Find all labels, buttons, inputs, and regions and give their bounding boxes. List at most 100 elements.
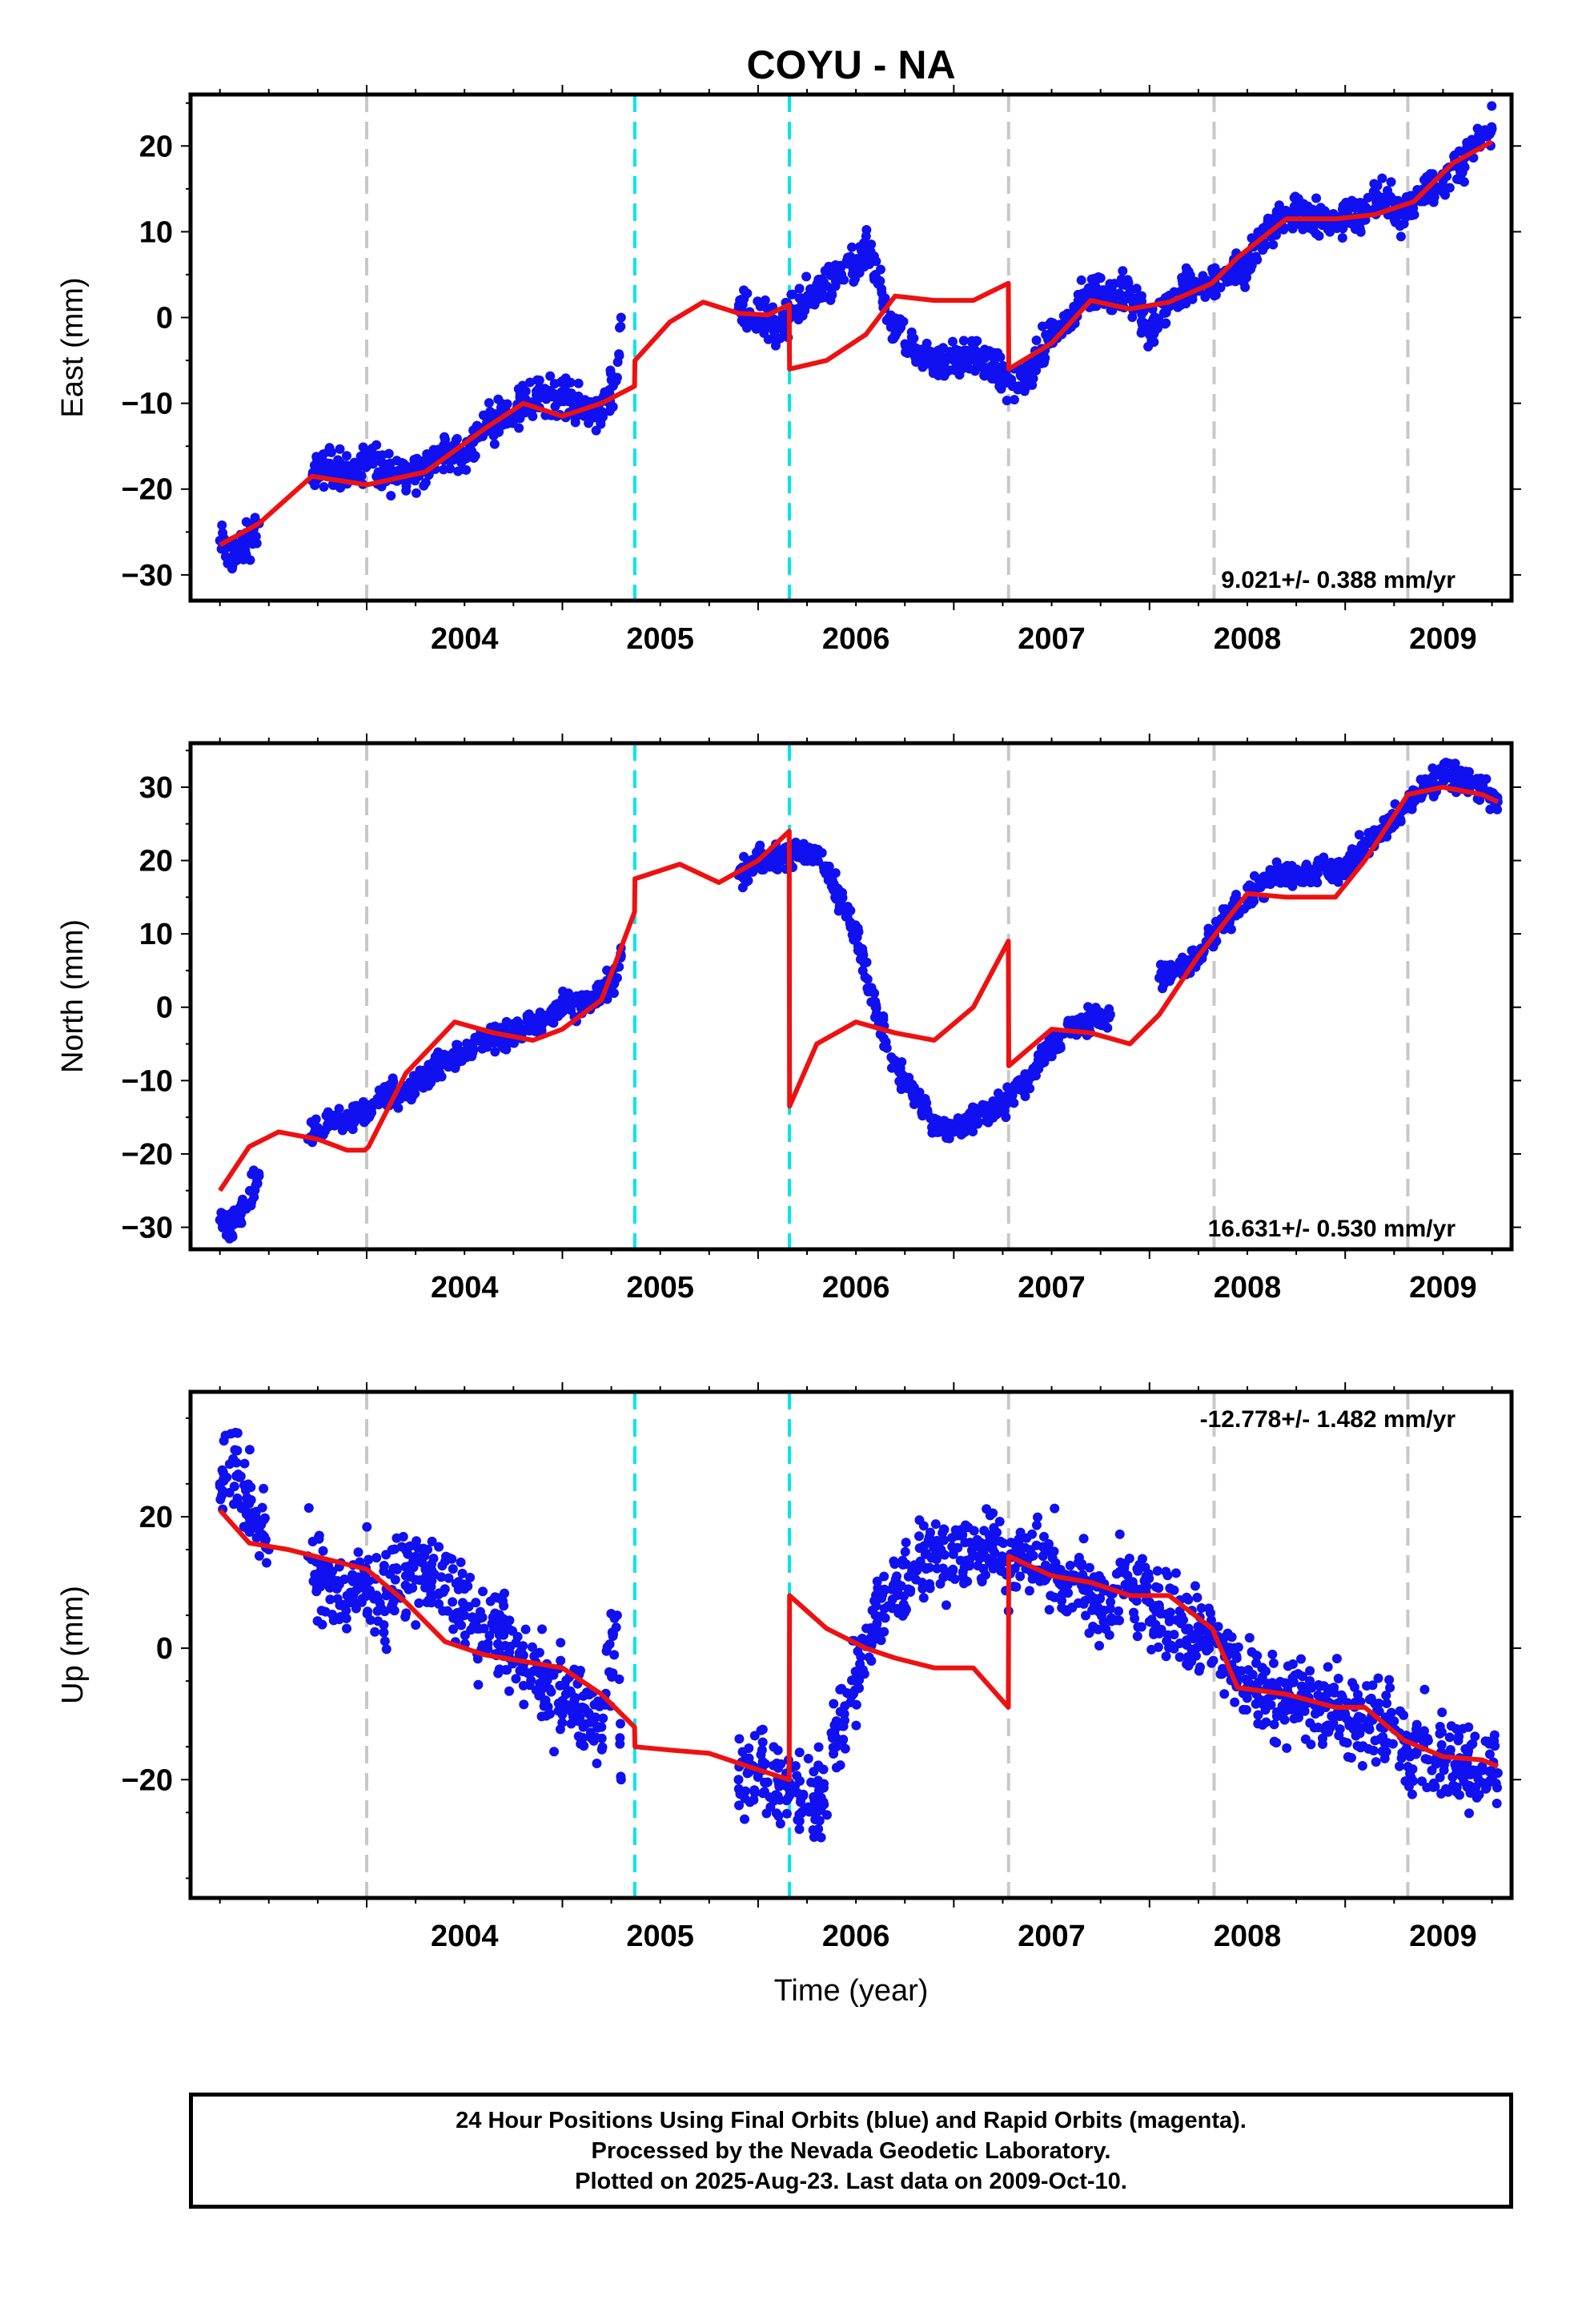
data-point — [1405, 1768, 1415, 1779]
data-point — [401, 1080, 412, 1091]
data-point — [504, 1686, 515, 1696]
data-point — [1439, 1765, 1449, 1775]
data-point — [326, 447, 336, 457]
data-point — [347, 1101, 358, 1112]
data-point — [896, 1068, 906, 1078]
data-point — [328, 1111, 339, 1121]
data-point — [1439, 758, 1449, 769]
data-point — [1177, 272, 1187, 283]
data-point — [499, 1601, 509, 1611]
data-point — [761, 1777, 772, 1787]
data-point — [1106, 1597, 1116, 1607]
data-point — [386, 490, 396, 501]
data-point — [228, 1454, 239, 1464]
data-point — [988, 351, 998, 361]
data-point — [1302, 876, 1312, 887]
y-axis-title: Up (mm) — [56, 1586, 90, 1704]
data-point — [381, 1644, 391, 1655]
data-point — [1141, 1571, 1151, 1582]
data-point — [814, 1815, 825, 1826]
data-point — [1125, 287, 1135, 298]
data-point — [251, 1172, 262, 1182]
data-point — [371, 471, 382, 481]
data-point — [939, 371, 950, 381]
data-point — [1252, 1651, 1263, 1661]
data-point — [1267, 1649, 1278, 1659]
data-point — [1419, 196, 1429, 207]
data-point — [489, 439, 500, 449]
data-point — [558, 1006, 568, 1016]
data-point — [801, 271, 812, 282]
data-point — [779, 320, 789, 331]
data-point — [358, 442, 368, 452]
data-point — [1326, 222, 1336, 232]
data-point — [1373, 1673, 1383, 1683]
data-point — [1243, 261, 1253, 271]
data-point — [1149, 1629, 1159, 1639]
data-point — [1015, 1571, 1026, 1582]
data-point — [444, 1573, 454, 1583]
data-point — [558, 986, 568, 996]
data-point — [998, 360, 1009, 371]
data-point — [244, 1445, 255, 1455]
y-tick-label: 20 — [139, 845, 173, 879]
data-point — [978, 360, 988, 371]
data-point — [780, 1780, 790, 1791]
data-point — [1027, 1529, 1038, 1539]
data-point — [1323, 1727, 1334, 1737]
data-point — [1240, 282, 1251, 292]
data-point — [1111, 1569, 1122, 1579]
data-point — [956, 1124, 966, 1134]
data-point — [871, 1620, 881, 1630]
data-point — [757, 1745, 767, 1755]
data-point — [230, 1445, 240, 1455]
data-point — [911, 344, 921, 354]
data-point — [614, 1674, 624, 1684]
y-tick-label: 30 — [139, 771, 173, 805]
data-point — [392, 1564, 403, 1574]
data-point — [1395, 231, 1406, 242]
x-tick-label: 2004 — [431, 1920, 499, 1953]
data-point — [468, 1043, 478, 1053]
data-point — [857, 1633, 867, 1643]
data-point — [596, 1733, 607, 1743]
data-point — [1363, 192, 1373, 203]
data-point — [1467, 135, 1477, 145]
data-point — [259, 1483, 269, 1494]
data-point — [1185, 270, 1195, 280]
data-point — [1427, 169, 1438, 179]
data-point — [579, 411, 589, 421]
data-point — [962, 345, 972, 356]
data-point — [1186, 1656, 1197, 1667]
data-point — [235, 1471, 246, 1482]
data-point — [938, 359, 949, 369]
data-point — [969, 1526, 979, 1536]
data-point — [956, 1525, 966, 1535]
data-point — [1286, 1704, 1296, 1715]
data-point — [393, 1103, 404, 1113]
data-point — [913, 1531, 924, 1542]
data-point — [861, 225, 872, 235]
data-point — [411, 1574, 421, 1585]
data-point — [1076, 1012, 1086, 1023]
data-point — [795, 1775, 805, 1786]
data-point — [1078, 1534, 1089, 1544]
data-point — [1370, 1699, 1380, 1709]
x-tick-label: 2007 — [1018, 622, 1086, 656]
data-point — [615, 1719, 625, 1729]
y-tick-label: 20 — [139, 130, 173, 163]
data-point — [1353, 1711, 1363, 1722]
data-point — [1395, 1707, 1406, 1717]
data-point — [1480, 1736, 1491, 1747]
data-point — [822, 281, 833, 292]
data-point — [428, 1554, 439, 1564]
data-point — [1340, 198, 1351, 208]
data-point — [1362, 1681, 1372, 1691]
data-point — [910, 1091, 921, 1101]
data-point — [857, 947, 868, 957]
data-point — [493, 394, 504, 404]
data-point — [999, 1098, 1010, 1108]
data-point — [813, 289, 824, 300]
data-point — [879, 1584, 889, 1594]
